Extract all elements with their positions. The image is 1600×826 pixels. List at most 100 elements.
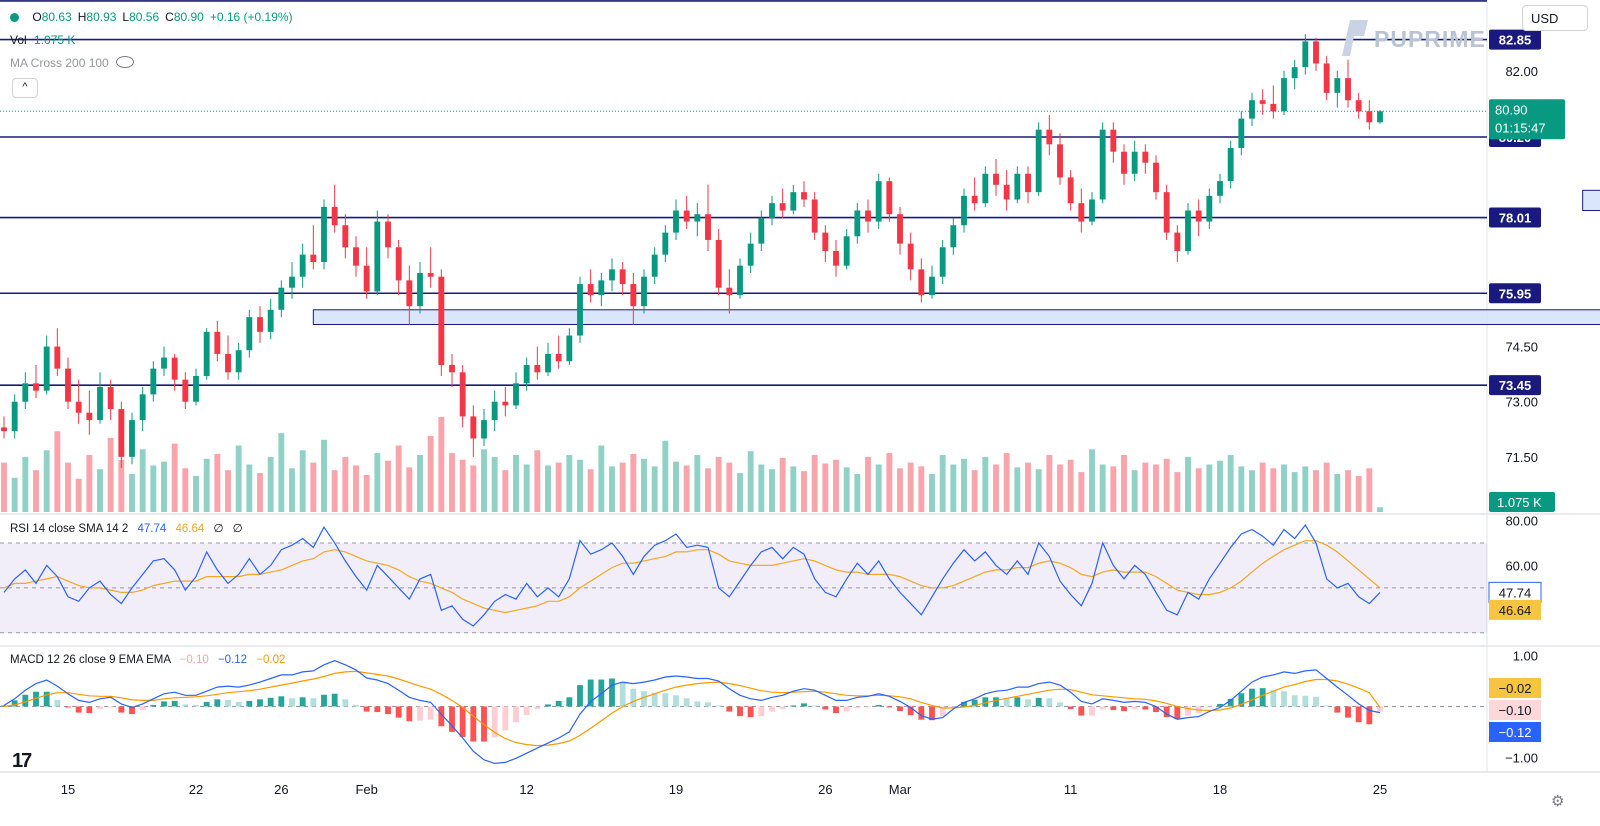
volume-bar (459, 459, 466, 512)
time-tick-label: 18 (1213, 782, 1227, 797)
macd-histogram-bar (107, 706, 114, 708)
candle-body (481, 420, 487, 439)
macd-histogram-bar (502, 706, 509, 731)
candle-body (747, 243, 754, 266)
eye-hidden-icon[interactable] (116, 56, 135, 68)
macd-histogram-bar (1270, 690, 1277, 707)
rsi-tick-label: 60.00 (1505, 558, 1538, 573)
macd-histogram-bar (1174, 706, 1181, 720)
candle-body (267, 309, 274, 332)
volume-bar (171, 443, 178, 512)
macd-histogram-bar (161, 701, 167, 707)
macd-histogram-bar (1366, 706, 1373, 725)
price-tick-label: 82.00 (1505, 64, 1538, 79)
collapse-legend-button[interactable]: ^ (12, 78, 38, 98)
macd-histogram-bar (267, 697, 274, 707)
macd-histogram-bar (374, 706, 381, 713)
volume-bar (385, 460, 391, 512)
candle-body (673, 210, 679, 233)
candle-body (1281, 78, 1287, 112)
volume-bar (193, 475, 199, 512)
volume-bar (929, 474, 935, 512)
candle-body (289, 276, 295, 288)
volume-bar (662, 440, 669, 512)
macd-histogram-bar (993, 697, 999, 707)
macd-histogram-bar (1313, 696, 1319, 707)
macd-histogram-bar (1323, 705, 1330, 707)
macd-histogram-bar (961, 701, 967, 707)
gear-icon[interactable]: ⚙ (1551, 793, 1565, 810)
candle-body (491, 401, 498, 421)
volume-bar (1003, 453, 1010, 512)
volume-bar (705, 468, 711, 512)
candle-body (854, 210, 861, 237)
candle-body (321, 206, 327, 262)
candle-body (203, 331, 210, 376)
candle-body (971, 195, 978, 204)
ohlc-value: 80.63 (41, 10, 72, 24)
candle-body (342, 225, 349, 248)
volume-bar (726, 462, 733, 512)
candle-body (737, 265, 743, 296)
volume-bar (438, 417, 445, 512)
time-tick-label: 25 (1373, 782, 1387, 797)
macd-legend: MACD 12 26 close 9 EMA EMA −0.10 −0.12 −… (10, 654, 285, 666)
volume-bar (854, 474, 861, 512)
candle-body (1057, 144, 1063, 178)
macd-histogram-bar (971, 699, 978, 707)
ohlc-item-4: +0.16 (+0.19%) (210, 10, 293, 24)
candle-body (374, 221, 381, 292)
macd-histogram-bar (278, 696, 285, 707)
candle-body (683, 210, 690, 222)
volume-bar (833, 459, 839, 512)
volume-bar (1046, 455, 1053, 512)
macd-histogram-bar (214, 699, 221, 707)
volume-bar (267, 456, 274, 512)
macd-histogram-bar (854, 706, 861, 708)
macd-histogram-bar (641, 691, 647, 707)
volume-bar (715, 456, 722, 512)
candle-body (1110, 129, 1117, 152)
macd-line-value: −0.12 (217, 654, 248, 666)
volume-bar (139, 449, 146, 512)
candle-body (545, 353, 551, 373)
volume-bar (598, 445, 605, 512)
volume-bar (1078, 472, 1085, 512)
macd-histogram-bar (289, 698, 295, 707)
candle-body (1323, 63, 1330, 93)
currency-selector[interactable]: USD (1522, 5, 1588, 31)
macd-histogram-bar (907, 706, 914, 716)
volume-bar (33, 470, 39, 512)
macd-histogram-bar (342, 699, 349, 707)
macd-histogram-bar (1259, 688, 1266, 707)
macd-histogram-bar (1355, 706, 1362, 723)
macd-histogram-bar (1014, 697, 1021, 707)
macd-histogram-bar (33, 691, 39, 707)
candle-body (1302, 41, 1309, 68)
volume-bar (737, 473, 743, 512)
volume-bar (822, 463, 829, 512)
volume-bar (587, 469, 594, 512)
volume-bar (1025, 462, 1031, 512)
macd-histogram-bar (1099, 706, 1106, 710)
candle-body (470, 416, 477, 439)
volume-bar (257, 473, 263, 512)
macd-histogram-bar (534, 706, 541, 709)
volume-bar (1270, 468, 1277, 512)
ma-cross-legend[interactable]: MA Cross 200 100 (10, 56, 138, 70)
candle-body (534, 364, 541, 373)
candle-body (641, 276, 647, 307)
macd-histogram-bar (630, 688, 637, 707)
candle-body (161, 357, 167, 369)
volume-bar (523, 464, 530, 512)
macd-histogram-bar (555, 700, 562, 707)
candle-body (801, 192, 807, 200)
volume-bar (246, 464, 253, 512)
ohlc-item-2: L80.56 (122, 10, 159, 24)
macd-histogram-bar (1121, 706, 1127, 712)
rsi-extra-1: ∅ (213, 523, 224, 535)
volume-bar (1195, 468, 1202, 512)
macd-histogram-bar (833, 706, 839, 714)
macd-histogram-bar (86, 706, 93, 714)
